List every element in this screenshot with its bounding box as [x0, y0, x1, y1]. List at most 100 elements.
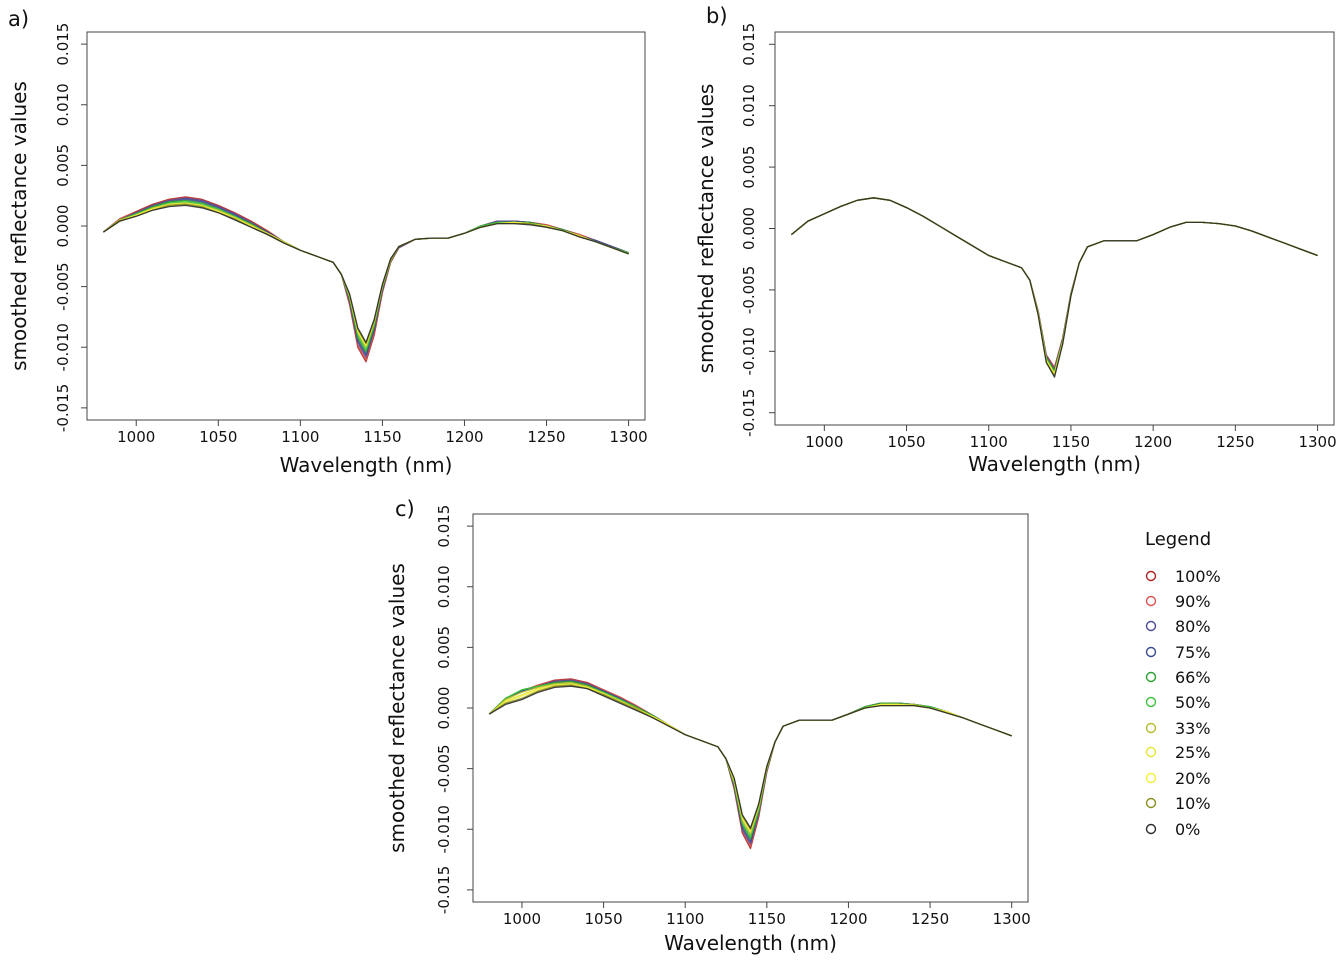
- legend-marker: [1145, 671, 1157, 683]
- series-line-100pct: [488, 678, 1012, 850]
- series-line-10pct: [790, 197, 1318, 377]
- y-tick-label: -0.010: [435, 805, 453, 853]
- x-tick-label: 1200: [829, 910, 867, 928]
- x-axis-label: Wavelength (nm): [664, 931, 837, 955]
- y-axis-label: smoothed reflectance values: [385, 563, 409, 853]
- y-tick-label: 0.015: [740, 23, 758, 66]
- series-line-0pct: [103, 204, 629, 344]
- legend-marker: [1145, 746, 1157, 758]
- series-line-50pct: [103, 201, 629, 351]
- x-tick-label: 1200: [1134, 433, 1172, 451]
- legend-item-label: 20%: [1175, 769, 1211, 788]
- y-tick-label: 0.015: [435, 505, 453, 548]
- y-tick-label: -0.015: [54, 384, 72, 432]
- x-tick-label: 1250: [1216, 433, 1254, 451]
- legend-marker: [1145, 646, 1157, 658]
- x-tick-label: 1000: [117, 428, 155, 446]
- legend-marker: [1145, 620, 1157, 632]
- series-line-66pct: [488, 680, 1012, 840]
- series-line-50pct: [488, 681, 1012, 838]
- legend: Legend 100% 90% 80% 75% 66% 50% 33% 25% 20% 10% 0%: [1145, 529, 1221, 839]
- y-tick-label: 0.005: [54, 144, 72, 187]
- y-tick-label: 0.000: [54, 205, 72, 248]
- series-line-80pct: [790, 197, 1318, 371]
- y-tick-label: -0.005: [740, 266, 758, 314]
- series-line-33pct: [488, 681, 1012, 835]
- chart-panel-3: c) 1000 1050 1100 1150 1200 1250 1300 -0.015 -0.0…: [385, 497, 1031, 955]
- x-axis-label: Wavelength (nm): [280, 453, 453, 477]
- series-line-90pct: [790, 197, 1318, 370]
- series-line-20pct: [488, 684, 1012, 832]
- chart-panel-2: b) 1000 1050 1100 1150 1200 1250 1300 -0.015 -0.0…: [694, 4, 1337, 476]
- panel-label: a): [8, 7, 29, 31]
- legend-marker: [1145, 570, 1157, 582]
- legend-marker: [1145, 772, 1157, 784]
- legend-item-label: 90%: [1175, 592, 1211, 611]
- legend-item-label: 50%: [1175, 693, 1211, 712]
- y-tick-label: 0.005: [435, 626, 453, 669]
- y-tick-label: -0.005: [435, 744, 453, 792]
- x-tick-label: 1050: [199, 428, 237, 446]
- y-axis-label: smoothed reflectance values: [694, 84, 718, 374]
- series-line-33pct: [790, 197, 1318, 375]
- x-axis-label: Wavelength (nm): [968, 452, 1141, 476]
- series-line-80pct: [488, 679, 1012, 845]
- series-line-10pct: [103, 203, 629, 345]
- x-tick-label: 1250: [911, 910, 949, 928]
- x-tick-label: 1150: [363, 428, 401, 446]
- panel-label: b): [706, 4, 728, 28]
- y-tick-label: -0.010: [54, 323, 72, 371]
- series-line-75pct: [790, 197, 1318, 372]
- series-line-90pct: [102, 197, 629, 361]
- y-tick-label: -0.010: [740, 327, 758, 375]
- series-line-66pct: [103, 199, 629, 353]
- y-tick-label: 0.000: [740, 207, 758, 250]
- series-line-20pct: [790, 197, 1318, 376]
- series-line-75pct: [103, 198, 629, 356]
- y-axis-label: smoothed reflectance values: [7, 81, 31, 371]
- series-line-0pct: [790, 197, 1318, 378]
- x-tick-label: 1000: [503, 910, 541, 928]
- legend-item-label: 66%: [1175, 668, 1211, 687]
- x-tick-label: 1100: [281, 428, 319, 446]
- legend-item-label: 80%: [1175, 617, 1211, 636]
- x-tick-label: 1100: [666, 910, 704, 928]
- legend-item-label: 0%: [1175, 820, 1200, 839]
- chart-panel-1: a) 1000 1050 1100 1150 1200 1250 1300 -0.015 -0.0…: [7, 7, 648, 477]
- legend-item-label: 75%: [1175, 643, 1211, 662]
- legend-marker: [1145, 696, 1157, 708]
- series-line-25pct: [790, 197, 1318, 375]
- y-tick-label: -0.005: [54, 262, 72, 310]
- series-line-0pct: [488, 685, 1012, 829]
- y-tick-label: 0.015: [54, 23, 72, 66]
- x-tick-label: 1050: [584, 910, 622, 928]
- legend-item-label: 100%: [1175, 567, 1221, 586]
- x-tick-label: 1250: [527, 428, 565, 446]
- legend-item-label: 33%: [1175, 719, 1211, 738]
- y-tick-label: 0.005: [740, 146, 758, 189]
- x-tick-label: 1300: [993, 910, 1031, 928]
- legend-marker: [1145, 797, 1157, 809]
- y-tick-label: -0.015: [740, 389, 758, 437]
- legend-marker: [1145, 722, 1157, 734]
- legend-marker: [1145, 823, 1157, 835]
- x-tick-label: 1000: [805, 433, 843, 451]
- legend-item-label: 25%: [1175, 743, 1211, 762]
- series-line-50pct: [790, 197, 1318, 373]
- x-tick-label: 1300: [1298, 433, 1336, 451]
- series-line-66pct: [790, 197, 1318, 372]
- y-tick-label: 0.010: [740, 84, 758, 127]
- panel-label: c): [395, 497, 415, 521]
- x-tick-label: 1150: [748, 910, 786, 928]
- legend-title: Legend: [1145, 529, 1211, 550]
- y-tick-label: -0.015: [435, 866, 453, 914]
- y-tick-label: 0.000: [435, 687, 453, 730]
- series-line-80pct: [103, 197, 629, 358]
- y-tick-label: 0.010: [54, 83, 72, 126]
- x-tick-label: 1300: [609, 428, 647, 446]
- x-tick-label: 1050: [887, 433, 925, 451]
- series-line-90pct: [488, 679, 1012, 847]
- series-line-75pct: [488, 680, 1012, 843]
- legend-marker: [1145, 595, 1157, 607]
